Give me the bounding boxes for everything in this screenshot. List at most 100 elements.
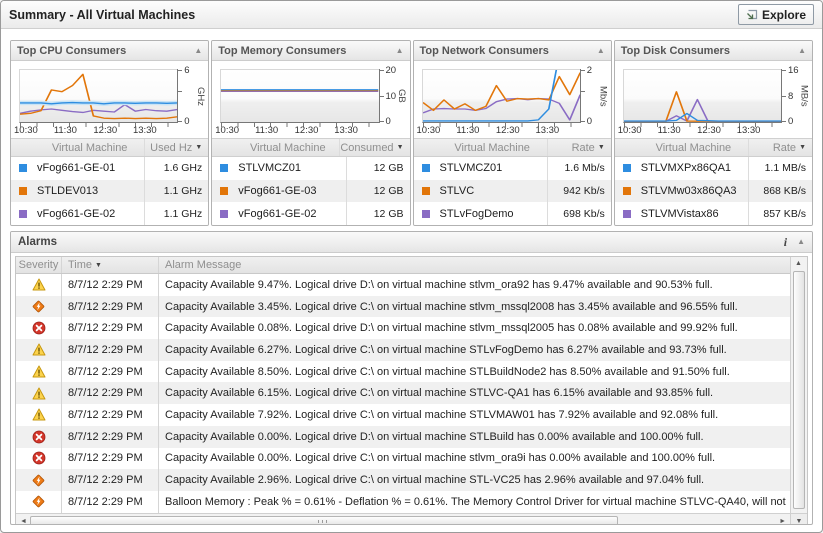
column-header-severity[interactable]: Severity [16,257,62,273]
alarm-time: 8/7/12 2:29 PM [62,339,159,361]
collapse-icon[interactable]: ▲ [596,45,605,55]
network-mini-chart[interactable]: 2 0 Mb/s 10:30 11:30 12:30 13:30 [414,61,611,138]
table-row[interactable]: vFog661-GE-03 12 GB [212,179,410,203]
alarm-row[interactable]: 8/7/12 2:29 PM Capacity Available 6.27%.… [16,339,790,361]
alarm-message: Capacity Available 3.45%. Logical drive … [165,300,738,313]
vm-name: STLVMXPx86QA1 [640,162,732,175]
scroll-up-icon[interactable]: ▲ [795,260,802,267]
alarm-row[interactable]: 8/7/12 2:29 PM Capacity Available 0.00%.… [16,447,790,470]
network-consumers-table: Virtual Machine Rate ▼ STLVMCZ01 1.6 Mb/s… [413,138,611,225]
collapse-icon[interactable]: ▲ [797,237,805,246]
alarm-time: 8/7/12 2:29 PM [62,360,159,383]
column-header-vm[interactable]: Virtual Machine [249,141,326,154]
vm-name: vFog661-GE-03 [238,185,317,197]
scroll-thumb-grip [318,519,331,523]
chart-plot-area[interactable] [19,69,178,127]
warning-icon [32,278,45,291]
table-row[interactable]: STLVMCZ01 1.6 Mb/s [413,157,611,180]
panel-top-cpu-consumers: Top CPU Consumers ▲ 6 0 [10,40,210,226]
alarm-severity-cell [16,317,62,340]
alarm-severity-cell [16,382,62,405]
alarm-row[interactable]: 8/7/12 2:29 PM Balloon Memory : Peak % =… [16,490,790,513]
chart-plot-area[interactable] [421,69,580,127]
horizontal-scrollbar[interactable]: ◄ ► [16,512,790,525]
alarm-row[interactable]: 8/7/12 2:29 PM Capacity Available 0.08%.… [16,317,790,340]
chart-plot-area[interactable] [622,69,781,127]
column-header-vm[interactable]: Virtual Machine [454,141,530,154]
metric-value: 12 GB [345,157,410,180]
vm-name: STLVMCZ01 [439,162,503,175]
alarm-message: Capacity Available 7.92%. Logical drive … [165,408,719,421]
panel-header: Top Disk Consumers ▲ [614,41,812,61]
vertical-scrollbar[interactable]: ▲ [790,257,807,513]
collapse-icon[interactable]: ▲ [194,45,203,55]
alarms-table: Severity Time ▼ Alarm Message 8/7/12 2:29… [16,257,790,513]
series-color-swatch [421,187,430,195]
alarm-row[interactable]: 8/7/12 2:29 PM Capacity Available 3.45%.… [16,295,790,318]
line-chart-svg [20,73,178,120]
vertical-scroll-thumb[interactable] [793,271,805,509]
panel-title: Top Disk Consumers [620,44,730,57]
scrollbar-corner: ▼ [790,512,807,525]
table-row[interactable]: STLVC 942 Kb/s [413,179,611,203]
alarm-row[interactable]: 8/7/12 2:29 PM Capacity Available 0.00%.… [16,425,790,448]
alarm-row[interactable]: 8/7/12 2:29 PM Capacity Available 7.92%.… [16,404,790,426]
table-row[interactable]: vFog661-GE-02 12 GB [212,202,410,225]
fatal-icon [32,321,45,335]
column-header-time[interactable]: Time ▼ [62,257,159,273]
explore-button[interactable]: Explore [737,4,814,25]
table-row[interactable]: STLVMCZ01 12 GB [212,157,410,180]
critical-icon [32,300,45,313]
collapse-icon[interactable]: ▲ [798,45,806,55]
explore-icon [747,9,758,19]
table-row[interactable]: STLvFogDemo 698 Kb/s [413,202,611,225]
metric-value: 1.1 GHz [144,202,208,225]
panel-title: Top Memory Consumers [218,44,347,57]
scroll-down-icon[interactable]: ▼ [795,517,803,525]
metric-value: 698 Kb/s [546,202,611,225]
disk-mini-chart[interactable]: 16 8 0 MB/s 10:30 11:30 12:30 13:30 [615,61,812,138]
warning-icon [32,343,45,356]
table-row[interactable]: vFog661-GE-01 1.6 GHz [11,157,209,180]
column-header-vm[interactable]: Virtual Machine [655,141,732,154]
scroll-left-icon[interactable]: ◄ [20,517,27,525]
column-header-metric[interactable]: Used Hz ▼ [144,139,208,156]
info-icon[interactable]: i [783,234,788,249]
alarm-row[interactable]: 8/7/12 2:29 PM Capacity Available 2.96%.… [16,469,790,491]
alarm-message: Capacity Available 0.08%. Logical drive … [165,322,738,335]
warning-icon [32,387,45,400]
alarm-time: 8/7/12 2:29 PM [62,447,159,470]
critical-icon [32,474,45,486]
metric-value: 1.1 GHz [144,179,208,203]
column-header-metric[interactable]: Consumed ▼ [339,139,409,156]
memory-mini-chart[interactable]: 20 10 0 GB 10:30 11:30 12:30 13:30 [212,61,409,138]
column-header-metric[interactable]: Rate ▼ [748,139,812,156]
sort-descending-icon: ▼ [95,261,102,269]
alarm-severity-cell [16,360,62,383]
table-row[interactable]: STLDEV013 1.1 GHz [11,179,209,203]
table-row[interactable]: vFog661-GE-02 1.1 GHz [11,202,209,225]
alarm-row[interactable]: 8/7/12 2:29 PM Capacity Available 8.50%.… [16,360,790,383]
table-row[interactable]: STLVMVistax86 857 KB/s [614,202,812,225]
alarm-row[interactable]: 8/7/12 2:29 PM Capacity Available 9.47%.… [16,274,790,296]
line-chart-svg [221,89,379,92]
alarm-row[interactable]: 8/7/12 2:29 PM Capacity Available 6.15%.… [16,382,790,405]
metric-value: 12 GB [345,202,410,225]
scroll-right-icon[interactable]: ► [779,517,786,525]
alarms-table-region: Severity Time ▼ Alarm Message 8/7/12 2:29… [15,256,808,525]
series-color-swatch [421,164,430,173]
y-axis: 6 0 [177,65,194,127]
horizontal-scroll-thumb[interactable] [30,515,619,524]
cpu-mini-chart[interactable]: 6 0 GHz 10:30 11:30 12:30 13:30 [11,61,208,138]
collapse-icon[interactable]: ▲ [395,45,404,55]
column-header-message[interactable]: Alarm Message [165,259,242,271]
chart-plot-area[interactable] [220,69,379,127]
alarm-severity-cell [16,404,62,426]
column-header-vm[interactable]: Virtual Machine [51,141,128,154]
alarms-table-header: Severity Time ▼ Alarm Message [16,257,790,274]
table-row[interactable]: STLVMXPx86QA1 1.1 MB/s [614,157,812,180]
fatal-icon [32,451,45,465]
table-row[interactable]: STLVMw03x86QA3 868 KB/s [614,179,812,203]
column-header-metric[interactable]: Rate ▼ [546,139,611,156]
y-axis-unit: GHz [194,86,206,106]
